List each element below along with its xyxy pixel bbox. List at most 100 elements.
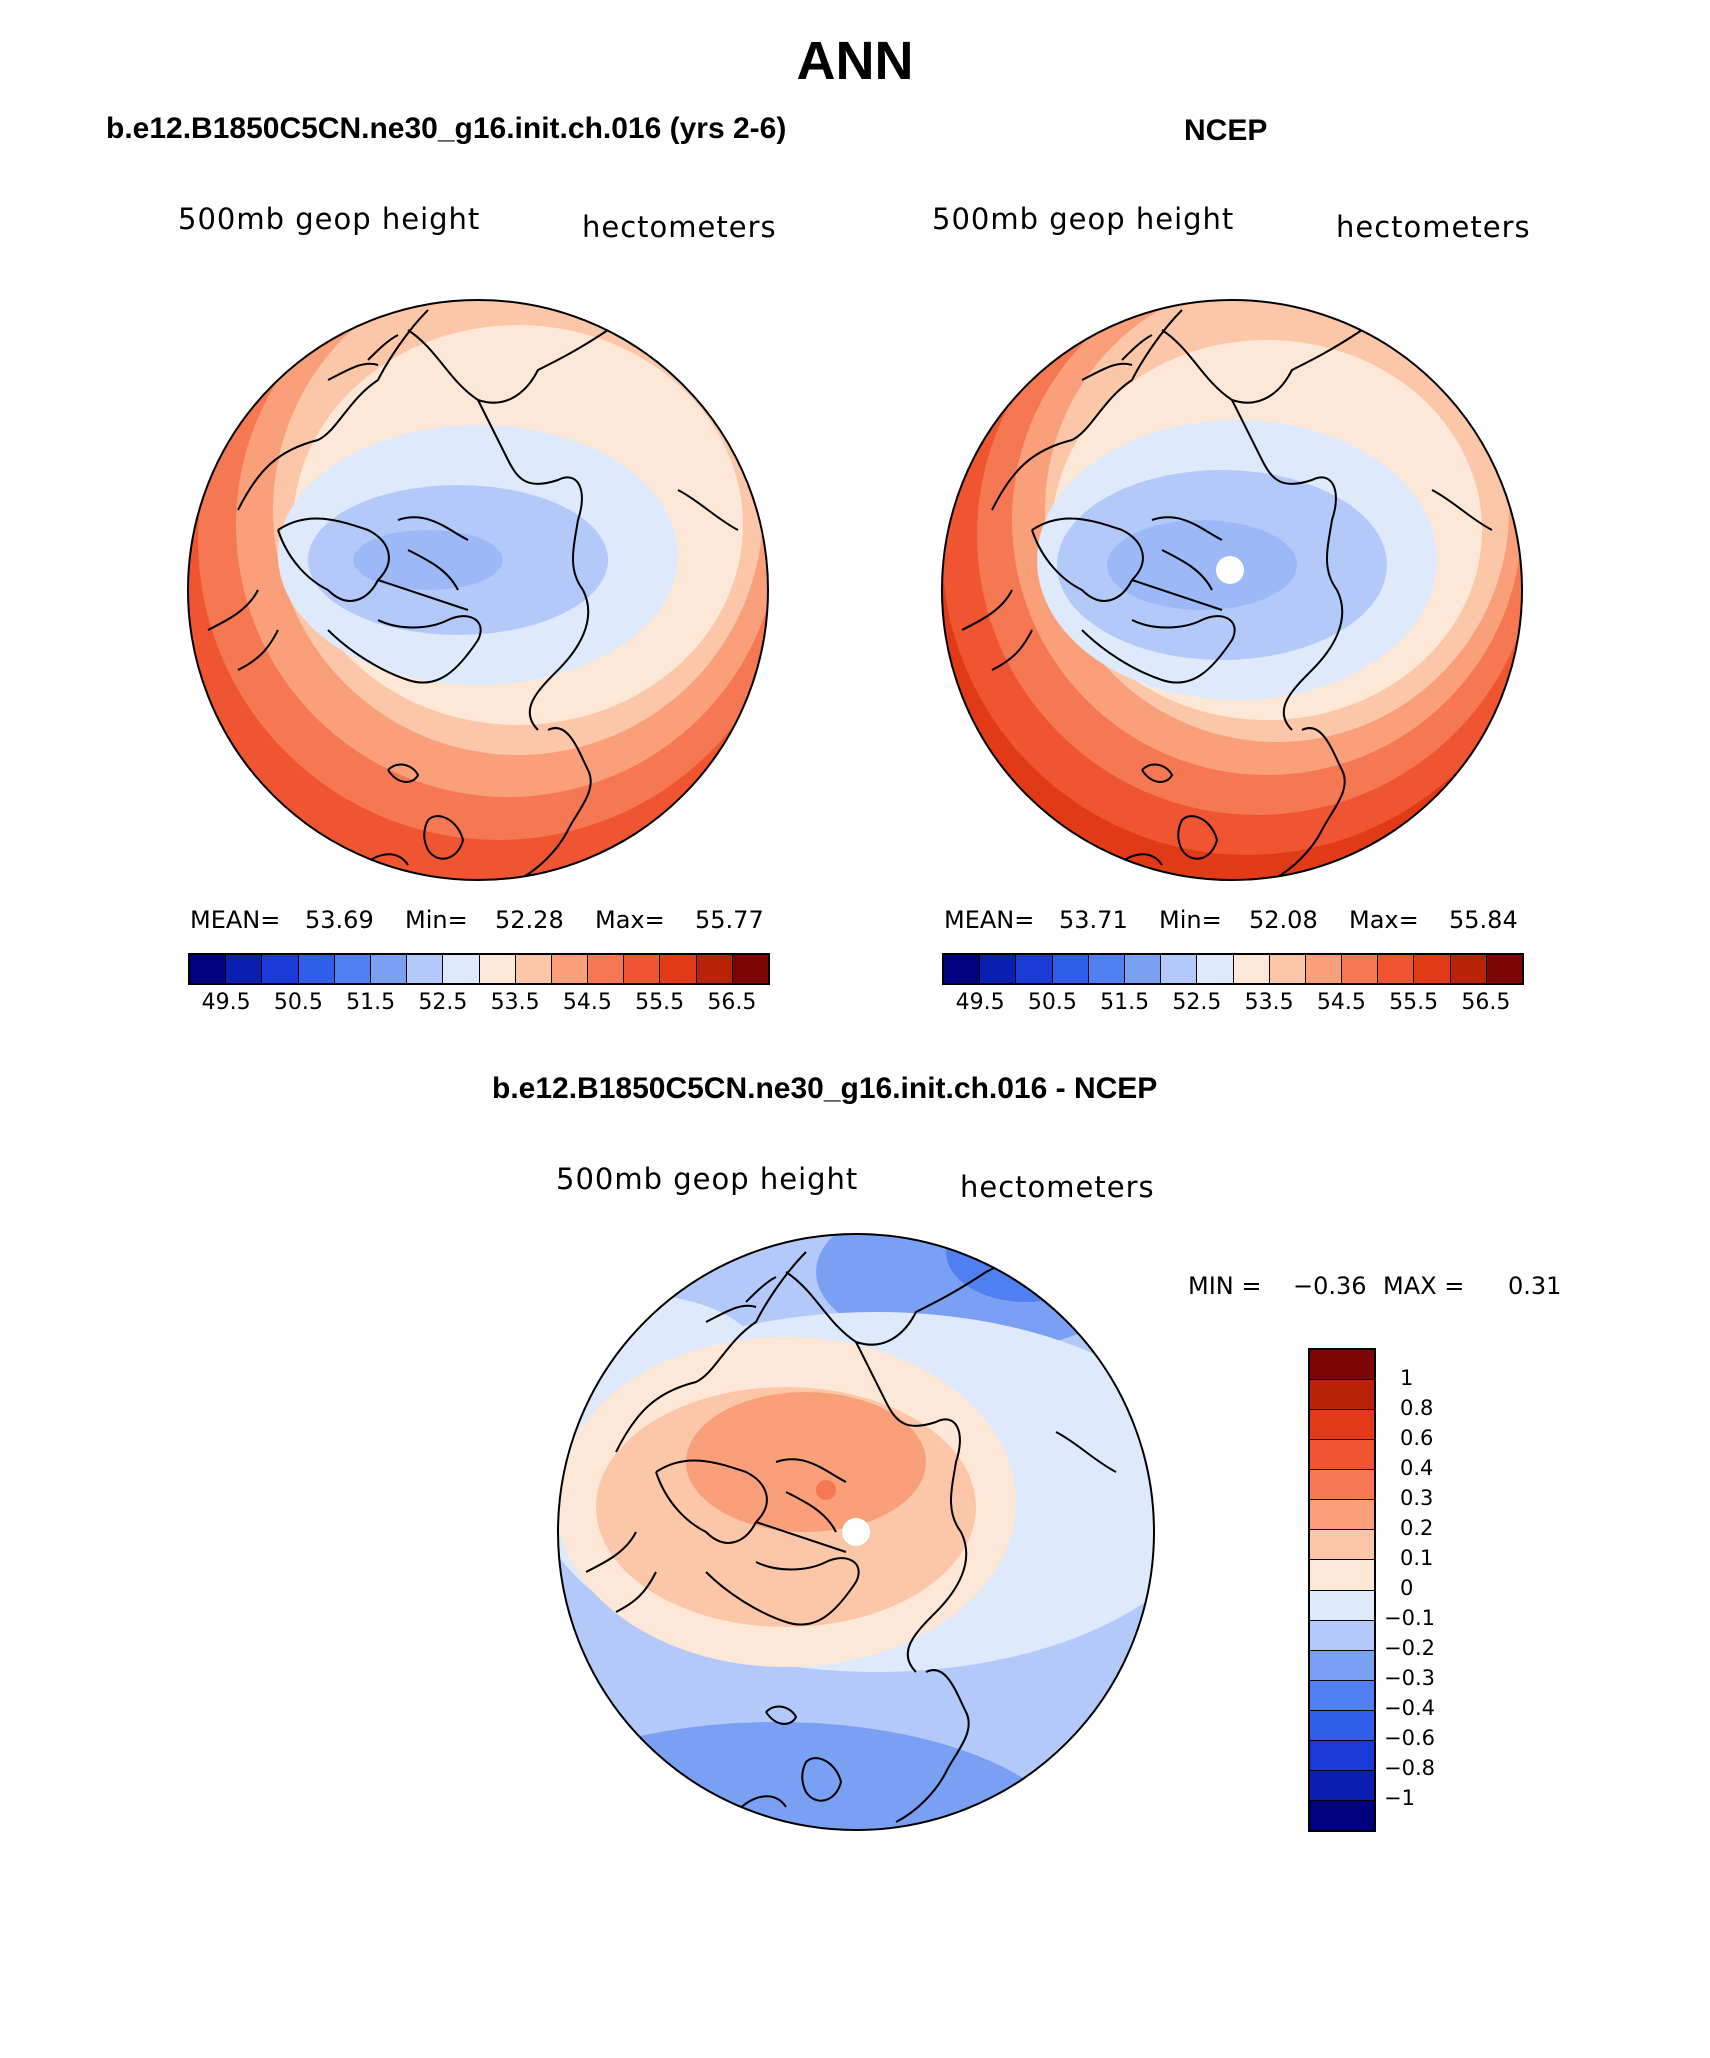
panel2-colorbar-swatch bbox=[944, 955, 981, 983]
panel3-colorbar-tick-label: 1 bbox=[1400, 1366, 1414, 1390]
panel2-colorbar-swatch bbox=[1161, 955, 1198, 983]
panel2-colorbar-tick-label: 53.5 bbox=[1244, 990, 1294, 1015]
panel3-colorbar-tick-label: 0.1 bbox=[1400, 1546, 1434, 1570]
panel2-colorbar-tick-label: 52.5 bbox=[1172, 990, 1222, 1015]
panel2-colorbar-tick-label: 50.5 bbox=[1027, 990, 1077, 1015]
panel1-colorbar-swatch bbox=[334, 955, 371, 983]
panel1-polar-map bbox=[187, 299, 769, 881]
panel3-colorbar-swatch bbox=[1310, 1740, 1374, 1771]
panel3-colorbar-swatch bbox=[1310, 1620, 1374, 1651]
panel2-colorbar-tick-label: 55.5 bbox=[1389, 990, 1439, 1015]
panel2-mean-label: MEAN= bbox=[944, 906, 1035, 934]
panel3-colorbar-tick-label: 0.4 bbox=[1400, 1456, 1434, 1480]
panel1-variable-label: 500mb geop height bbox=[178, 202, 481, 236]
panel2-colorbar-swatch bbox=[1052, 955, 1089, 983]
panel2-min-label: Min= bbox=[1159, 906, 1222, 934]
panel2-colorbar-swatch bbox=[980, 955, 1017, 983]
panel1-colorbar-swatch bbox=[190, 955, 227, 983]
panel3-min-label: MIN = bbox=[1188, 1272, 1262, 1300]
panel2-colorbar-tick-label: 54.5 bbox=[1316, 990, 1366, 1015]
panel2-units-label: hectometers bbox=[1336, 210, 1531, 244]
panel2-colorbar-swatch bbox=[1197, 955, 1234, 983]
panel2-variable-label: 500mb geop height bbox=[932, 202, 1235, 236]
panel3-colorbar-swatch bbox=[1310, 1350, 1374, 1381]
panel1-colorbar-tick-label: 49.5 bbox=[201, 990, 251, 1015]
panel3-colorbar-tick-label: 0.3 bbox=[1400, 1486, 1434, 1510]
panel3-colorbar-tick-label: −0.8 bbox=[1384, 1756, 1435, 1780]
panel1-colorbar-labels: 49.5 50.5 51.5 52.5 53.5 54.5 55.5 56.5 bbox=[190, 990, 768, 1020]
panel3-colorbar-tick-label: 0.2 bbox=[1400, 1516, 1434, 1540]
panel2-colorbar-swatch bbox=[1233, 955, 1270, 983]
panel2-max-value: 55.84 bbox=[1449, 906, 1518, 934]
panel1-colorbar-tick-label: 53.5 bbox=[490, 990, 540, 1015]
panel1-colorbar-swatch bbox=[515, 955, 552, 983]
panel3-colorbar bbox=[1308, 1348, 1376, 1832]
panel2-title: NCEP bbox=[1184, 114, 1268, 147]
panel1-mean-label: MEAN= bbox=[190, 906, 281, 934]
panel2-colorbar-swatch bbox=[1088, 955, 1125, 983]
panel1-units-label: hectometers bbox=[582, 210, 777, 244]
panel3-colorbar-swatch bbox=[1310, 1680, 1374, 1711]
panel3-colorbar-tick-label: 0.6 bbox=[1400, 1426, 1434, 1450]
panel3-colorbar-swatch bbox=[1310, 1710, 1374, 1741]
panel2-max-label: Max= bbox=[1349, 906, 1419, 934]
panel1-max-value: 55.77 bbox=[695, 906, 764, 934]
panel2-colorbar-swatch bbox=[1305, 955, 1343, 983]
panel1-colorbar-tick-label: 52.5 bbox=[418, 990, 468, 1015]
panel3-colorbar-swatch bbox=[1310, 1590, 1374, 1621]
panel1-colorbar-tick-label: 54.5 bbox=[562, 990, 612, 1015]
panel1-colorbar-swatch bbox=[226, 955, 263, 983]
panel1-colorbar-tick-label: 56.5 bbox=[707, 990, 757, 1015]
panel1-colorbar-swatch bbox=[298, 955, 335, 983]
panel3-polar-map bbox=[557, 1233, 1155, 1831]
panel3-colorbar-tick-label: 0.8 bbox=[1400, 1396, 1434, 1420]
panel2-colorbar-swatch bbox=[1450, 955, 1487, 983]
panel1-colorbar-tick-label: 50.5 bbox=[273, 990, 323, 1015]
panel3-colorbar-swatch bbox=[1310, 1500, 1374, 1531]
panel3-colorbar-tick-label: −0.1 bbox=[1384, 1606, 1435, 1630]
panel1-colorbar-tick-label: 55.5 bbox=[635, 990, 685, 1015]
panel3-max-value: 0.31 bbox=[1508, 1272, 1562, 1300]
panel2-colorbar-tick-label: 49.5 bbox=[955, 990, 1005, 1015]
panel3-colorbar-tick-label: −0.3 bbox=[1384, 1666, 1435, 1690]
panel3-colorbar-tick-label: −1 bbox=[1384, 1786, 1415, 1810]
panel2-colorbar bbox=[942, 953, 1524, 985]
panel3-max-label: MAX = bbox=[1383, 1272, 1465, 1300]
panel3-colorbar-swatch bbox=[1310, 1560, 1374, 1591]
panel2-colorbar-swatch bbox=[1378, 955, 1415, 983]
panel3-colorbar-swatch bbox=[1310, 1470, 1374, 1501]
panel1-colorbar-swatch bbox=[624, 955, 661, 983]
panel1-min-label: Min= bbox=[405, 906, 468, 934]
panel3-min-value: −0.36 bbox=[1293, 1272, 1367, 1300]
panel1-colorbar-tick-label: 51.5 bbox=[346, 990, 396, 1015]
main-title: ANN bbox=[796, 31, 914, 91]
panel1-colorbar-swatch bbox=[551, 955, 589, 983]
panel1-max-label: Max= bbox=[595, 906, 665, 934]
panel2-stats: MEAN= 53.71 Min= 52.08 Max= 55.84 bbox=[944, 906, 1524, 936]
panel3-title: b.e12.B1850C5CN.ne30_g16.init.ch.016 - N… bbox=[492, 1072, 1158, 1105]
panel3-colorbar-swatch bbox=[1310, 1770, 1374, 1801]
panel1-colorbar-swatch bbox=[660, 955, 697, 983]
panel1-mean-value: 53.69 bbox=[305, 906, 374, 934]
panel1-colorbar-swatch bbox=[407, 955, 444, 983]
panel3-colorbar-swatch bbox=[1310, 1530, 1374, 1561]
panel1-colorbar bbox=[188, 953, 770, 985]
panel1-colorbar-swatch bbox=[732, 955, 768, 983]
panel3-stats: MIN = −0.36 MAX = 0.31 bbox=[1188, 1272, 1608, 1302]
panel2-polar-map bbox=[941, 299, 1523, 881]
panel3-colorbar-labels: 1 0.8 0.6 0.4 0.3 0.2 0.1 0 −0.1 −0.2 −0.3 −0.4 −0.6… bbox=[1384, 1348, 1504, 1828]
panel1-colorbar-swatch bbox=[262, 955, 299, 983]
panel1-colorbar-swatch bbox=[443, 955, 480, 983]
panel1-colorbar-swatch bbox=[588, 955, 625, 983]
panel3-colorbar-swatch bbox=[1310, 1410, 1374, 1441]
panel2-min-value: 52.08 bbox=[1249, 906, 1318, 934]
panel1-stats: MEAN= 53.69 Min= 52.28 Max= 55.77 bbox=[190, 906, 770, 936]
panel2-colorbar-tick-label: 51.5 bbox=[1100, 990, 1150, 1015]
panel2-colorbar-swatch bbox=[1486, 955, 1522, 983]
panel3-units-label: hectometers bbox=[960, 1170, 1155, 1204]
panel3-colorbar-tick-label: −0.4 bbox=[1384, 1696, 1435, 1720]
panel3-colorbar-tick-label: 0 bbox=[1400, 1576, 1414, 1600]
panel3-colorbar-swatch bbox=[1310, 1440, 1374, 1471]
panel3-variable-label: 500mb geop height bbox=[556, 1162, 859, 1196]
panel2-colorbar-swatch bbox=[1414, 955, 1451, 983]
